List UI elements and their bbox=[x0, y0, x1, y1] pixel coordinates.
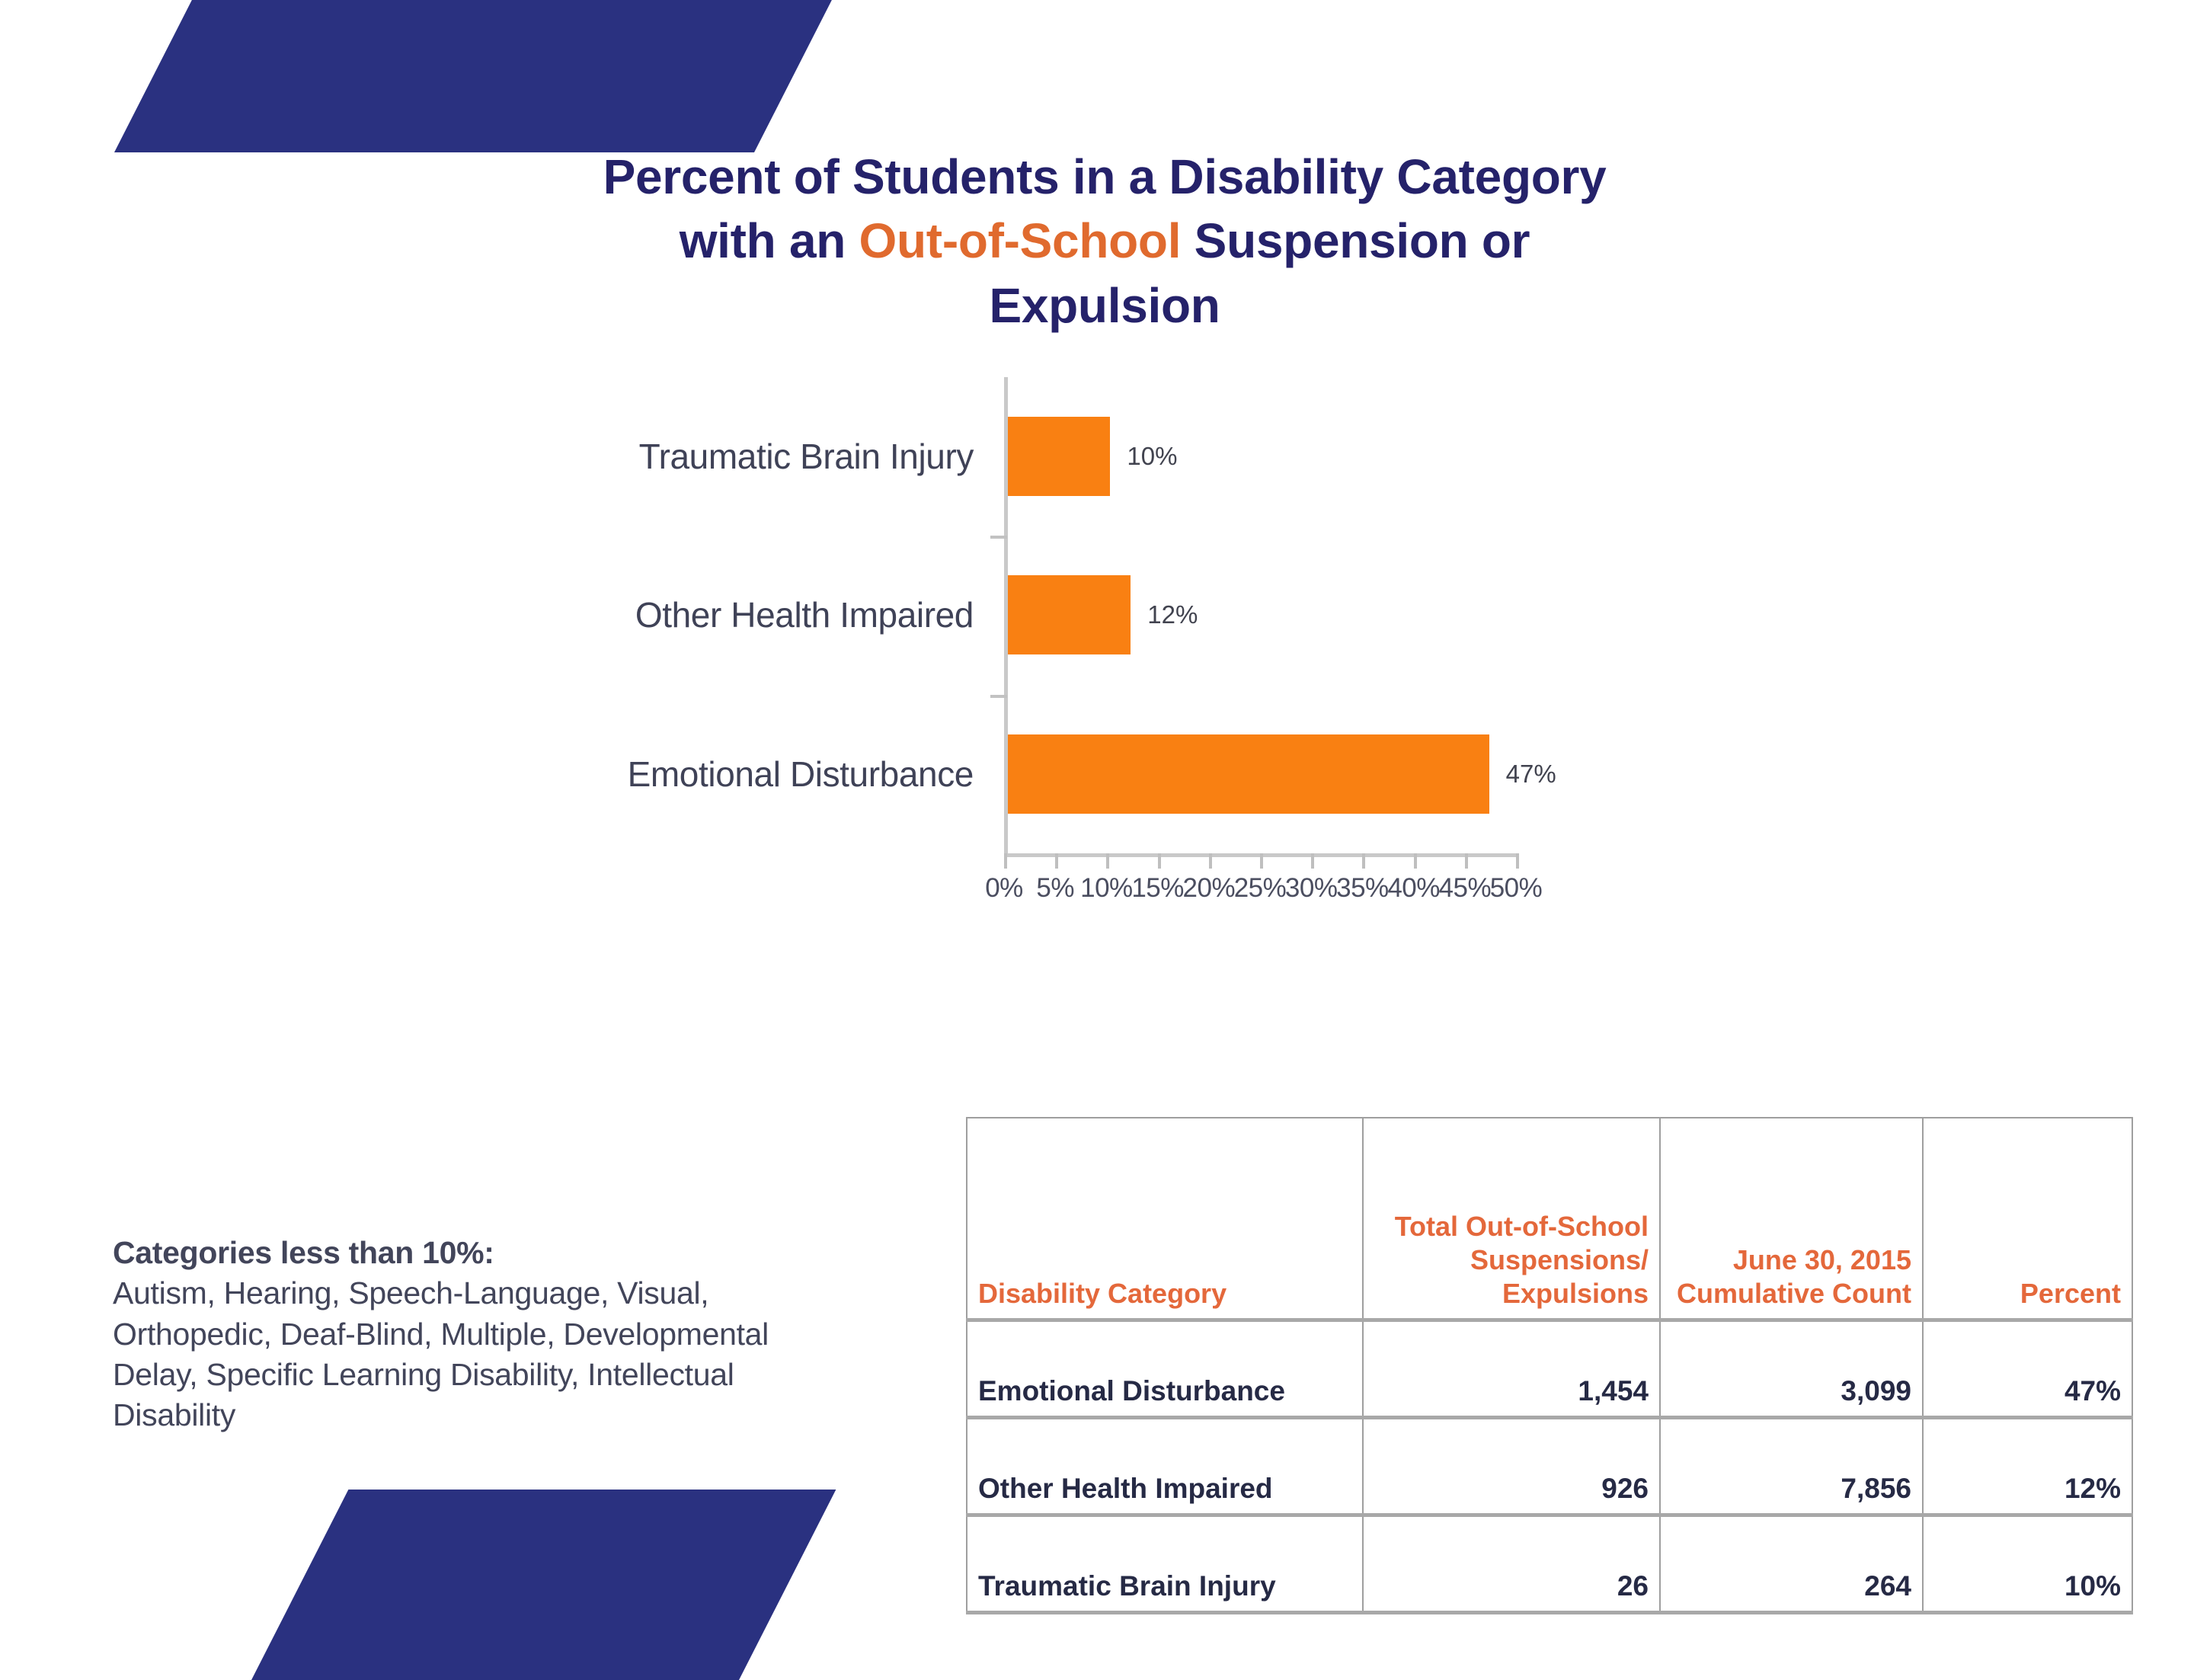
x-axis-tick-mark-9 bbox=[1464, 853, 1468, 869]
table-header-cumulative-count: June 30, 2015 Cumulative Count bbox=[1659, 1117, 1924, 1322]
table-header-total-suspensions: Total Out-of-School Suspensions/ Expulsi… bbox=[1362, 1117, 1661, 1322]
table-row: Other Health Impaired 926 7,856 12% bbox=[966, 1416, 2133, 1517]
table-cell-suspensions: 926 bbox=[1362, 1416, 1661, 1517]
chart-bar-value-2: 47% bbox=[1505, 759, 1556, 788]
summary-table: Disability Category Total Out-of-School … bbox=[966, 1117, 2133, 1614]
x-axis-ticks: 0% 5% 10% 15% 20% 25% 30% 35% 40% 45% 50% bbox=[985, 853, 1543, 922]
chart-plot-area: Traumatic Brain Injury Other Health Impa… bbox=[457, 377, 1767, 853]
x-axis-tick-mark-6 bbox=[1311, 853, 1315, 869]
table-cell-percent: 12% bbox=[1922, 1416, 2133, 1517]
x-axis-tick-label-5: 25% bbox=[1233, 873, 1287, 903]
x-axis-tick-mark-2 bbox=[1106, 853, 1110, 869]
chart-row-0: Traumatic Brain Injury bbox=[457, 377, 1767, 536]
x-axis-tick-mark-3 bbox=[1157, 853, 1161, 869]
table-cell-category: Other Health Impaired bbox=[966, 1416, 1364, 1517]
table-cell-cumulative: 7,856 bbox=[1659, 1416, 1924, 1517]
chart-row-1: Other Health Impaired bbox=[457, 536, 1767, 694]
x-axis-tick-mark-1 bbox=[1055, 853, 1059, 869]
table-header-row: Disability Category Total Out-of-School … bbox=[966, 1117, 2133, 1322]
chart-bar-group-1: 12% bbox=[1008, 536, 1198, 694]
table-cell-category: Traumatic Brain Injury bbox=[966, 1514, 1364, 1614]
note-body: Autism, Hearing, Speech-Language, Visual… bbox=[113, 1275, 769, 1433]
table-header-percent: Percent bbox=[1922, 1117, 2133, 1322]
chart-bar-value-0: 10% bbox=[1127, 442, 1178, 471]
x-axis-tick-label-9: 45% bbox=[1438, 873, 1492, 903]
x-axis-tick-mark-5 bbox=[1260, 853, 1263, 869]
x-axis-tick-label-2: 10% bbox=[1080, 873, 1133, 903]
chart-bar-traumatic-brain-injury bbox=[1008, 417, 1111, 497]
chart-bar-value-1: 12% bbox=[1147, 600, 1198, 629]
x-axis-tick-label-4: 20% bbox=[1182, 873, 1236, 903]
note-heading: Categories less than 10%: bbox=[113, 1235, 494, 1270]
chart-row-2: Emotional Disturbance bbox=[457, 695, 1767, 853]
chart-bar-other-health-impaired bbox=[1008, 575, 1131, 655]
chart-category-label-2: Emotional Disturbance bbox=[627, 754, 974, 794]
title-highlight-out-of-school: Out-of-School bbox=[859, 213, 1182, 269]
x-axis-tick-mark-4 bbox=[1208, 853, 1212, 869]
table-cell-suspensions: 1,454 bbox=[1362, 1319, 1661, 1419]
table-cell-suspensions: 26 bbox=[1362, 1514, 1661, 1614]
title-line-2-prefix: with an bbox=[679, 213, 859, 269]
y-axis-tick-1 bbox=[990, 694, 1007, 698]
navy-parallelogram-bottom-left bbox=[251, 1490, 836, 1680]
x-axis-tick-mark-8 bbox=[1413, 853, 1417, 869]
table-row: Traumatic Brain Injury 26 264 10% bbox=[966, 1514, 2133, 1614]
navy-parallelogram-top-left bbox=[114, 0, 879, 152]
table-cell-category: Emotional Disturbance bbox=[966, 1319, 1364, 1419]
title-line-1-text: Percent of Students in a Disability Cate… bbox=[603, 149, 1607, 204]
table-cell-percent: 47% bbox=[1922, 1319, 2133, 1419]
x-axis-tick-label-6: 30% bbox=[1284, 873, 1338, 903]
x-axis-tick-mark-0 bbox=[1004, 853, 1007, 869]
x-axis-tick-label-10: 50% bbox=[1489, 873, 1543, 903]
x-axis-tick-label-8: 40% bbox=[1387, 873, 1440, 903]
summary-table-element: Disability Category Total Out-of-School … bbox=[966, 1117, 2133, 1614]
chart-bar-emotional-disturbance bbox=[1008, 734, 1489, 814]
x-axis-tick-label-1: 5% bbox=[1036, 873, 1074, 903]
table-cell-cumulative: 3,099 bbox=[1659, 1319, 1924, 1419]
x-axis-tick-label-7: 35% bbox=[1336, 873, 1389, 903]
bar-chart: Traumatic Brain Injury Other Health Impa… bbox=[457, 377, 1767, 910]
chart-bar-group-0: 10% bbox=[1008, 377, 1177, 536]
title-line-3-text: Expulsion bbox=[989, 277, 1220, 333]
table-cell-percent: 10% bbox=[1922, 1514, 2133, 1614]
title-line-2: with an Out-of-School Suspension or bbox=[457, 209, 1752, 273]
chart-category-label-0: Traumatic Brain Injury bbox=[638, 437, 974, 477]
x-axis-tick-mark-10 bbox=[1516, 853, 1519, 869]
x-axis-tick-label-3: 15% bbox=[1131, 873, 1184, 903]
chart-category-label-1: Other Health Impaired bbox=[635, 595, 974, 635]
chart-value-axis-line bbox=[1004, 377, 1767, 853]
table-cell-cumulative: 264 bbox=[1659, 1514, 1924, 1614]
chart-bar-group-2: 47% bbox=[1008, 695, 1556, 853]
table-row: Emotional Disturbance 1,454 3,099 47% bbox=[966, 1319, 2133, 1419]
x-axis-tick-label-0: 0% bbox=[985, 873, 1023, 903]
note-categories-less-than-10: Categories less than 10%: Autism, Hearin… bbox=[113, 1233, 798, 1435]
slide-title: Percent of Students in a Disability Cate… bbox=[457, 145, 1752, 338]
title-line-1: Percent of Students in a Disability Cate… bbox=[457, 145, 1752, 209]
table-header-disability-category: Disability Category bbox=[966, 1117, 1364, 1322]
y-axis-tick-0 bbox=[990, 536, 1007, 539]
title-line-3: Expulsion bbox=[457, 274, 1752, 338]
title-line-2-suffix: Suspension or bbox=[1181, 213, 1530, 269]
x-axis-tick-mark-7 bbox=[1362, 853, 1366, 869]
